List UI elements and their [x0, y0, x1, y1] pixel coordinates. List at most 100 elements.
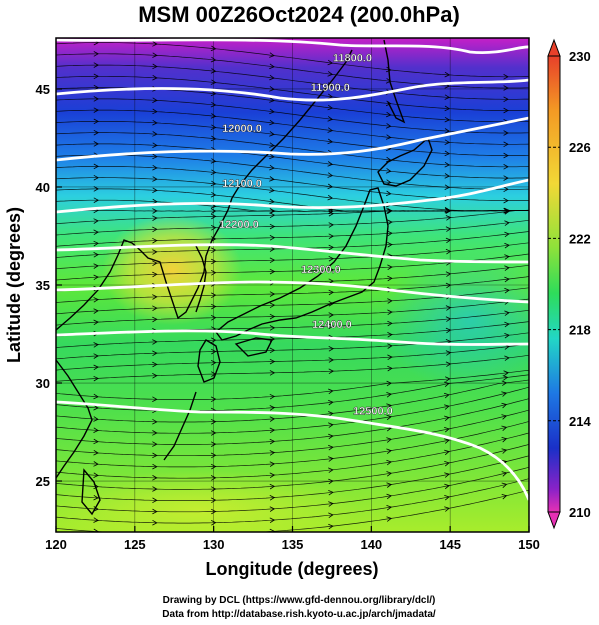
streamline-arrow	[93, 229, 99, 236]
streamline-arrow	[328, 422, 334, 428]
streamline-arrow	[269, 416, 276, 422]
streamline-arrow	[269, 450, 276, 456]
streamline-arrow	[152, 316, 158, 323]
streamline-arrow	[93, 494, 99, 501]
streamline	[56, 298, 529, 326]
coastline-kyushu	[197, 339, 221, 383]
streamline-arrow	[269, 208, 276, 214]
streamline-arrow	[504, 310, 510, 316]
streamline-arrow	[387, 298, 393, 304]
coastline-korea-east	[195, 245, 207, 313]
streamline-arrow	[152, 208, 158, 214]
streamline-arrow	[211, 270, 217, 276]
streamline-arrow	[152, 418, 158, 425]
streamline-arrow	[93, 449, 99, 456]
streamline-arrow	[386, 471, 393, 477]
streamline-arrow	[152, 486, 158, 492]
chart-title: MSM 00Z26Oct2024 (200.0hPa)	[138, 2, 460, 27]
contour-line-12400	[56, 329, 529, 346]
streamline-arrow	[387, 275, 393, 282]
streamline	[56, 209, 529, 236]
streamline-arrow	[93, 174, 100, 181]
streamline-arrow	[93, 84, 100, 91]
streamline-arrow	[210, 396, 217, 403]
streamline	[56, 242, 529, 270]
streamline-arrow	[210, 169, 217, 175]
streamline-arrow	[328, 456, 334, 462]
streamline-arrow	[269, 393, 276, 400]
streamline	[56, 75, 529, 111]
streamline-arrow	[387, 354, 393, 361]
streamline	[56, 64, 529, 100]
streamline-arrow	[327, 104, 334, 111]
streamline-arrow	[152, 41, 158, 47]
coastline-china-south	[56, 359, 93, 479]
streamline-arrow	[503, 370, 510, 376]
streamline-arrow	[210, 101, 217, 108]
streamline-arrow	[444, 150, 451, 157]
streamline-arrow	[152, 52, 158, 58]
streamline-arrow	[387, 309, 393, 316]
streamline-arrow	[386, 437, 392, 443]
contour-label-12500.0: 12500.0	[353, 405, 393, 417]
streamline-arrow	[503, 186, 509, 193]
streamline	[56, 53, 529, 89]
streamline-arrow	[445, 271, 452, 277]
streamline-arrow	[152, 350, 158, 357]
streamline-arrow	[501, 402, 508, 409]
colorbar-ticks: 230 226 222 218 214 210	[548, 49, 591, 520]
streamline	[56, 386, 529, 434]
streamline-arrow	[93, 517, 99, 523]
streamline-arrow	[386, 482, 393, 488]
streamline-arrow	[328, 210, 335, 217]
streamline	[56, 455, 529, 501]
streamline-arrow	[444, 415, 450, 422]
contour-line-11900	[56, 78, 529, 102]
streamline-arrow	[93, 393, 99, 400]
streamline-arrow	[328, 512, 334, 519]
streamline-arrow	[444, 173, 451, 179]
streamline-arrow	[269, 235, 276, 241]
streamline	[56, 132, 529, 168]
streamline-arrow	[328, 523, 334, 530]
streamline-arrow	[152, 63, 158, 70]
streamline-arrow	[504, 287, 510, 294]
streamline-arrow	[210, 475, 217, 481]
streamline-arrow	[93, 107, 100, 113]
streamline-arrow	[504, 209, 510, 215]
colorbar-label-210: 210	[569, 505, 591, 520]
streamline-arrow	[387, 242, 393, 248]
streamline-arrow	[444, 184, 451, 190]
streamline-arrow	[93, 416, 99, 422]
streamline	[56, 374, 529, 412]
streamline-arrow	[211, 337, 217, 344]
streamline	[56, 98, 529, 134]
streamline-arrow	[445, 361, 452, 367]
warm-anomaly	[102, 215, 242, 325]
contour-label-12300.0: 12300.0	[301, 264, 341, 276]
streamline-arrow	[387, 320, 393, 327]
streamline	[56, 109, 529, 145]
streamline-arrow	[504, 333, 510, 339]
streamline-arrow	[327, 194, 334, 201]
streamline	[56, 166, 529, 201]
streamline-arrow	[210, 68, 217, 74]
streamline-arrow	[444, 506, 450, 512]
y-tick-label-45: 45	[36, 82, 50, 97]
streamline-arrow	[387, 365, 393, 372]
streamline-arrow	[445, 226, 452, 232]
streamline-arrow	[444, 116, 451, 123]
streamline-arrow	[327, 172, 334, 178]
streamline-arrow	[385, 111, 392, 118]
streamline-arrow	[93, 163, 100, 170]
streamline-arrow	[501, 380, 508, 386]
streamline-arrow	[211, 348, 217, 355]
streamline-arrow	[328, 233, 335, 239]
streamline-arrow	[93, 62, 100, 68]
streamline-arrow	[210, 441, 217, 447]
streamline-arrow	[328, 323, 335, 330]
streamline-arrow	[210, 79, 217, 85]
y-axis-ticks: 25 30 35 40 45	[36, 82, 62, 489]
wind-streamlines	[56, 39, 529, 532]
